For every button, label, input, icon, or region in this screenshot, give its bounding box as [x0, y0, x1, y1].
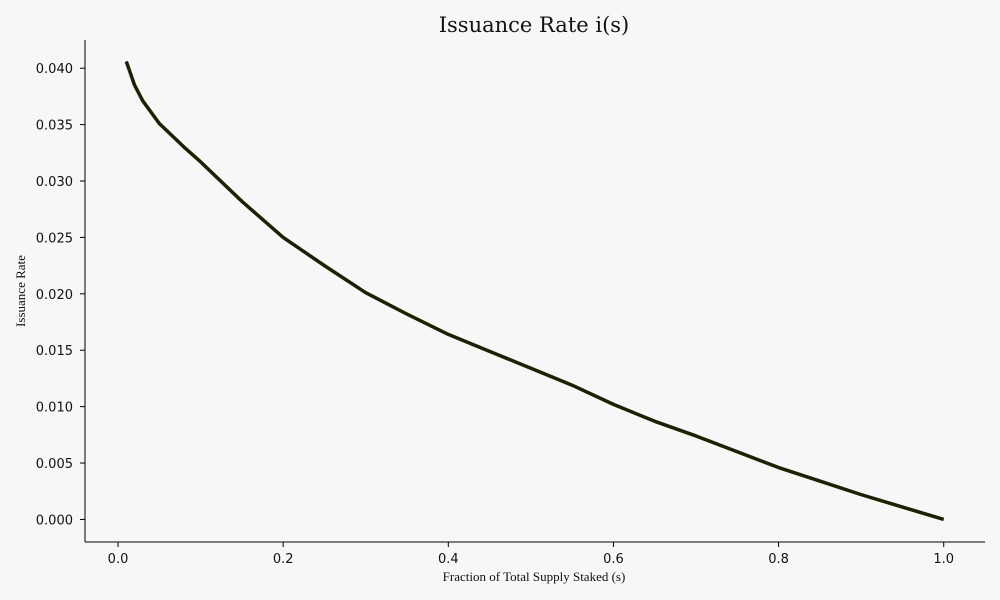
y-tick-label: 0.035: [36, 119, 73, 134]
x-tick-label: 0.6: [603, 552, 624, 567]
x-axis-ticks: 0.0 0.2 0.4 0.6 0.8 1.0: [108, 542, 954, 567]
x-tick-label: 0.4: [438, 552, 459, 567]
y-tick-label: 0.005: [36, 457, 73, 472]
x-tick-label: 1.0: [933, 552, 954, 567]
y-tick-label: 0.025: [36, 231, 73, 246]
y-tick-label: 0.020: [36, 288, 73, 303]
x-tick-label: 0.8: [768, 552, 789, 567]
y-tick-label: 0.000: [36, 513, 73, 528]
y-tick-label: 0.015: [36, 344, 73, 359]
y-axis-ticks: 0.000 0.005 0.010 0.015 0.020 0.025 0.030 0.035…: [36, 62, 85, 528]
plot-area: [124, 60, 945, 522]
x-tick-label: 0.0: [108, 552, 129, 567]
chart-title: Issuance Rate i(s): [439, 13, 630, 37]
y-axis-label: Issuance Rate: [13, 255, 28, 327]
x-tick-label: 0.2: [273, 552, 294, 567]
y-tick-label: 0.010: [36, 401, 73, 416]
y-tick-label: 0.030: [36, 175, 73, 190]
issuance-rate-line: [124, 60, 945, 522]
x-axis-label: Fraction of Total Supply Staked (s): [443, 569, 626, 584]
y-tick-label: 0.040: [36, 62, 73, 77]
